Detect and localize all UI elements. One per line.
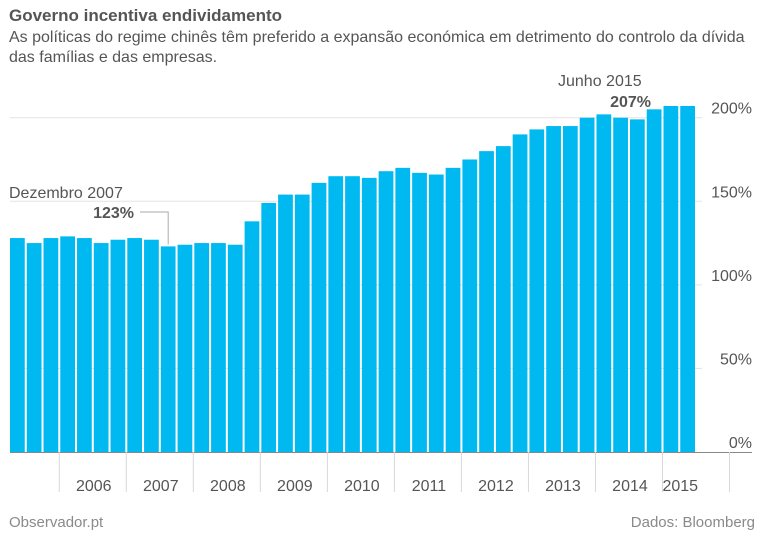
bar	[361, 177, 377, 452]
bar	[127, 238, 143, 452]
bar	[495, 146, 511, 452]
bar	[278, 194, 293, 453]
bar	[211, 243, 226, 452]
bar	[629, 119, 645, 452]
bar	[244, 221, 260, 452]
bar	[294, 194, 310, 453]
bar	[428, 174, 444, 452]
x-tick-label: 2014	[612, 478, 648, 495]
x-tick-label: 2011	[412, 478, 447, 495]
bar	[144, 239, 159, 452]
bar	[328, 176, 344, 453]
bar	[663, 106, 679, 452]
y-tick-label: 100%	[711, 268, 752, 285]
chart-subtitle: As políticas do regime chinês têm prefer…	[9, 29, 745, 66]
bar	[596, 114, 612, 453]
y-tick-label: 200%	[711, 101, 752, 118]
x-tick-label: 2009	[277, 478, 313, 495]
bar	[395, 167, 411, 453]
bar	[579, 117, 595, 452]
annotation-label: Junho 2015	[558, 73, 642, 90]
bar	[227, 244, 243, 452]
x-tick-label: 2015	[662, 478, 698, 495]
x-tick-label: 2012	[478, 478, 514, 495]
bar	[60, 236, 76, 452]
bar	[10, 238, 25, 452]
publisher-credit: Observador.pt	[9, 514, 104, 531]
y-tick-label: 50%	[720, 351, 752, 368]
bar	[160, 246, 176, 452]
annotation-value: 207%	[610, 94, 651, 111]
bar	[177, 244, 193, 452]
bar	[77, 238, 92, 452]
annotation-value: 123%	[93, 205, 134, 222]
bar	[680, 106, 695, 452]
bar	[345, 176, 360, 453]
annotation-label: Dezembro 2007	[9, 185, 123, 202]
bar	[479, 151, 494, 452]
x-tick-label: 2010	[344, 478, 380, 495]
chart-title: Governo incentiva endividamento	[9, 6, 283, 25]
bar	[562, 126, 578, 452]
bar	[512, 134, 528, 452]
x-tick-label: 2013	[545, 478, 581, 495]
bar	[378, 171, 394, 452]
bar	[311, 182, 327, 452]
bar	[462, 159, 478, 453]
bar	[93, 243, 109, 452]
bar	[110, 239, 126, 452]
x-tick-label: 2008	[210, 478, 246, 495]
x-tick-label: 2007	[143, 478, 179, 495]
bar	[261, 202, 277, 452]
x-tick-label: 2006	[76, 478, 112, 495]
bar	[43, 238, 59, 452]
bar	[646, 109, 662, 453]
bar	[412, 172, 427, 452]
bar	[445, 167, 461, 453]
data-source: Dados: Bloomberg	[630, 514, 755, 531]
y-tick-label: 150%	[711, 184, 752, 201]
y-tick-label: 0%	[729, 435, 752, 452]
annotation-leader	[140, 211, 169, 245]
bar	[546, 126, 561, 452]
bar	[529, 129, 545, 452]
bar	[613, 117, 628, 452]
bar	[194, 243, 210, 452]
bar	[26, 243, 42, 452]
